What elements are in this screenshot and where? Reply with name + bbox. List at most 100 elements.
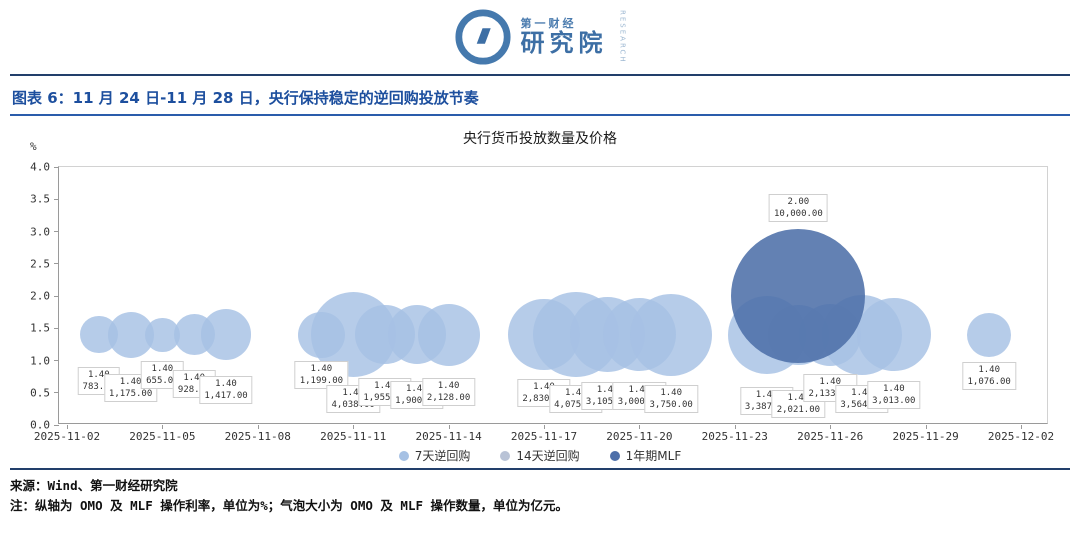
- bubble-rate-value: 1.40: [787, 392, 810, 403]
- bubble: [630, 293, 713, 376]
- chart-legend: 7天逆回购 14天逆回购 1年期MLF: [0, 447, 1080, 464]
- bubble-data-label: 1.40 1,199.00: [294, 360, 349, 389]
- y-axis-unit-label: %: [30, 140, 37, 153]
- bubble-amount-value: 3,000.00: [617, 396, 662, 407]
- bubble: [857, 297, 931, 372]
- legend-item: 1年期MLF: [609, 447, 682, 464]
- bubble-data-label: 1.40 1,076.00: [962, 361, 1016, 390]
- y-axis-tick-mark: [54, 327, 59, 329]
- bubble-rate-value: 1.40: [405, 383, 428, 394]
- bubble-data-label: 1.40 3,013.00: [867, 380, 921, 409]
- bubble-amount-value: 2,021.00: [776, 404, 821, 415]
- bubble-amount-value: 4,075.00: [554, 399, 598, 410]
- bubble-rate-value: 1.40: [755, 389, 778, 400]
- bubble-amount-value: 3,105.00: [585, 396, 630, 407]
- bubble-rate-value: 1.40: [437, 380, 460, 391]
- brand-name: 第一财经 研究院: [520, 16, 608, 57]
- x-axis-tick-label: 2025-11-17: [510, 430, 578, 443]
- bubble-rate-value: 1.40: [215, 378, 237, 389]
- x-axis-tick-label: 2025-11-26: [797, 430, 864, 443]
- legend-dot-icon: [500, 450, 511, 461]
- bubble-amount-value: 4,038.00: [331, 399, 375, 410]
- y-axis-tick-mark: [54, 392, 59, 394]
- x-axis-tick-mark: [830, 425, 832, 429]
- bubble-data-label: 1.40 1,417.00: [199, 375, 253, 404]
- bubble-rate-value: 1.40: [819, 376, 842, 387]
- bubble-data-label: 1.40 2,128.00: [421, 377, 476, 406]
- bubble-data-label: 1.40 3,750.00: [644, 384, 698, 413]
- legend-item: 7天逆回购: [398, 447, 471, 464]
- x-axis-tick-label: 2025-11-08: [224, 430, 291, 443]
- x-axis-tick-mark: [925, 425, 927, 429]
- bubble-amount-value: 1,955.00: [363, 392, 407, 403]
- y-axis-tick-mark: [54, 360, 59, 361]
- figure-title: 图表 6：11 月 24 日-11 月 28 日，央行保持稳定的逆回购投放节奏: [10, 87, 1070, 116]
- y-axis-tick-mark: [54, 424, 59, 426]
- x-axis-tick-mark: [353, 425, 355, 429]
- y-axis-tick-label: 2.0: [30, 289, 50, 303]
- x-axis-tick-label: 2025-12-02: [987, 430, 1055, 443]
- plot-area: 4.0 3.5 3.0 2.5 2.0 1.5 1.0 0.5 0.0 2025-11-02 202…: [30, 161, 1054, 444]
- legend-label: 1年期MLF: [625, 449, 682, 463]
- bubble-rate-value: 1.40: [374, 380, 396, 391]
- x-axis-tick-label: 2025-11-05: [129, 430, 196, 443]
- brand-name-top: 第一财经: [520, 16, 577, 30]
- bubble-amount-value: 783.00: [82, 381, 116, 392]
- x-axis-tick-label: 2025-11-23: [701, 430, 768, 443]
- chart-title: 央行货币投放数量及价格: [463, 131, 617, 147]
- bubble-amount-value: 10,000.00: [774, 209, 823, 220]
- x-axis-tick-label: 2025-11-20: [606, 430, 673, 443]
- bubble-amount-value: 1,900.00: [395, 395, 439, 406]
- legend-label: 14天逆回购: [516, 449, 580, 463]
- y-axis-tick-label: 1.0: [30, 354, 50, 367]
- brand-name-bottom: 研究院: [520, 28, 608, 57]
- bubble-rate-value: 1.40: [183, 372, 206, 383]
- y-axis-tick-mark: [54, 198, 59, 200]
- header-divider: [10, 74, 1070, 76]
- x-axis-tick-mark: [1021, 425, 1022, 429]
- x-axis-tick-mark: [734, 425, 736, 429]
- y-axis-tick-mark: [54, 231, 59, 232]
- bubble-rate-value: 1.40: [564, 387, 587, 398]
- y-axis-tick-mark: [54, 166, 59, 168]
- source-line: 来源：Wind、第一财经研究院: [10, 478, 178, 493]
- y-axis-tick-label: 3.0: [30, 225, 50, 238]
- page-header: 第一财经 研究院 RESEARCH: [0, 0, 1080, 74]
- x-axis-tick-mark: [639, 425, 641, 429]
- bubble-amount-value: 3,564.00: [840, 399, 884, 410]
- legend-dot-icon: [398, 450, 409, 461]
- y-axis-tick-mark: [54, 295, 59, 297]
- bubble-rate-value: 1.40: [851, 387, 873, 398]
- legend-label: 7天逆回购: [414, 449, 471, 463]
- bubble-amount-value: 3,387.00: [744, 401, 789, 412]
- bubble: [731, 229, 866, 363]
- bubble-data-label: 1.40 3,105.00: [580, 381, 635, 410]
- bubble-data-label: 2.00 10,000.00: [769, 194, 828, 223]
- bubble-amount-value: 2,830.00: [522, 393, 566, 404]
- brand-logo-icon: [454, 9, 511, 65]
- bubble-amount-value: 3,750.00: [649, 399, 693, 410]
- bubble-rate-value: 1.40: [978, 364, 1001, 375]
- brand-logo: 第一财经 研究院 RESEARCH: [454, 8, 627, 66]
- bubble-rate-value: 1.40: [596, 384, 619, 395]
- bubble-amount-value: 1,175.00: [108, 388, 153, 399]
- bubble-rate-value: 1.40: [151, 363, 174, 374]
- x-axis-tick-label: 2025-11-11: [320, 430, 387, 443]
- bubble-rate-value: 1.40: [310, 363, 333, 374]
- bubble-chart: 央行货币投放数量及价格 % 4.0 3.5 3.0 2.5 2.0 1.5 1.0 0.5 0.…: [0, 116, 1080, 468]
- x-axis-tick-mark: [448, 425, 450, 429]
- bubble-rate-value: 1.40: [533, 381, 555, 392]
- x-axis-tick-mark: [257, 425, 259, 429]
- x-axis-tick-mark: [67, 425, 68, 429]
- y-axis-tick-label: 0.0: [30, 418, 50, 432]
- bubble-amount-value: 2,128.00: [426, 392, 471, 403]
- bubble: [967, 312, 1012, 357]
- bubble-rate-value: 2.00: [787, 197, 810, 207]
- bubble-amount-value: 2,133.00: [808, 388, 852, 399]
- bubble-amount-value: 928.00: [177, 384, 211, 395]
- bubble: [417, 303, 480, 366]
- bubble-rate-value: 1.40: [87, 369, 110, 380]
- bubble: [200, 309, 252, 360]
- bubble-amount-value: 3,013.00: [872, 395, 916, 406]
- bubble-rate-value: 1.40: [342, 387, 365, 398]
